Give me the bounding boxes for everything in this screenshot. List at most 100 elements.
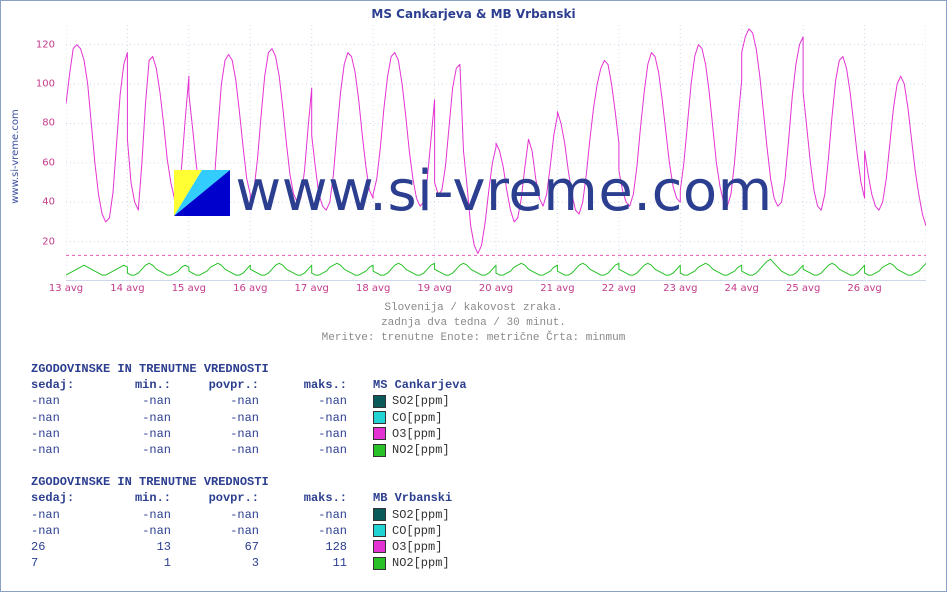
chart-subtitle-line: Slovenija / kakovost zraka. bbox=[1, 301, 946, 316]
color-swatch-icon bbox=[373, 444, 386, 457]
table-row: -nan-nan-nan-nanCO[ppm] bbox=[31, 523, 467, 539]
param-label: SO2[ppm] bbox=[392, 393, 450, 409]
station-table: ZGODOVINSKE IN TRENUTNE VREDNOSTIsedaj:m… bbox=[31, 474, 467, 571]
param-label: NO2[ppm] bbox=[392, 442, 450, 458]
table-header-row: sedaj:min.:povpr.:maks.:MB Vrbanski bbox=[31, 490, 467, 506]
table-cell: -nan bbox=[277, 442, 365, 458]
x-tick-label: 20 avg bbox=[479, 283, 513, 294]
table-row: 261367128 O3[ppm] bbox=[31, 539, 467, 555]
table-cell: -nan bbox=[277, 410, 365, 426]
table-cell: -nan bbox=[189, 523, 277, 539]
table-cell: 1 bbox=[101, 555, 189, 571]
x-tick-label: 18 avg bbox=[356, 283, 390, 294]
table-cell: -nan bbox=[101, 426, 189, 442]
table-cell: -nan bbox=[189, 442, 277, 458]
table-cell: -nan bbox=[277, 393, 365, 409]
x-tick-label: 25 avg bbox=[786, 283, 820, 294]
table-cell: 13 bbox=[101, 539, 189, 555]
table-header-row: sedaj:min.:povpr.:maks.:MS Cankarjeva bbox=[31, 377, 467, 393]
table-cell: -nan bbox=[277, 507, 365, 523]
y-tick-label: 20 bbox=[42, 236, 55, 247]
table-cell: -nan bbox=[101, 442, 189, 458]
x-ticks: 13 avg14 avg15 avg16 avg17 avg18 avg19 a… bbox=[66, 283, 926, 299]
x-tick-label: 14 avg bbox=[110, 283, 144, 294]
table-cell: -nan bbox=[101, 410, 189, 426]
table-row: -nan-nan-nan-nanSO2[ppm] bbox=[31, 507, 467, 523]
color-swatch-icon bbox=[373, 508, 386, 521]
table-cell: -nan bbox=[101, 393, 189, 409]
y-ticks: 20 40 60 80 100 120 bbox=[1, 25, 61, 281]
param-label: CO[ppm] bbox=[392, 410, 442, 426]
table-cell: -nan bbox=[101, 507, 189, 523]
table-cell: 26 bbox=[31, 539, 101, 555]
table-header-cell: maks.: bbox=[277, 377, 365, 393]
chart-subtitle-line: zadnja dva tedna / 30 minut. bbox=[1, 316, 946, 331]
x-tick-label: 21 avg bbox=[540, 283, 574, 294]
table-cell: 7 bbox=[31, 555, 101, 571]
param-label: SO2[ppm] bbox=[392, 507, 450, 523]
table-title: ZGODOVINSKE IN TRENUTNE VREDNOSTI bbox=[31, 474, 467, 490]
table-header-cell: povpr.: bbox=[189, 490, 277, 506]
color-swatch-icon bbox=[373, 411, 386, 424]
x-tick-label: 17 avg bbox=[295, 283, 329, 294]
table-cell: -nan bbox=[31, 442, 101, 458]
table-cell: -nan bbox=[31, 426, 101, 442]
table-cell: -nan bbox=[31, 393, 101, 409]
param-label: CO[ppm] bbox=[392, 523, 442, 539]
table-header-cell: min.: bbox=[101, 377, 189, 393]
y-tick-label: 120 bbox=[36, 39, 55, 50]
table-cell: 67 bbox=[189, 539, 277, 555]
param-label: O3[ppm] bbox=[392, 539, 442, 555]
x-tick-label: 16 avg bbox=[233, 283, 267, 294]
x-tick-label: 13 avg bbox=[49, 283, 83, 294]
y-tick-label: 80 bbox=[42, 118, 55, 129]
table-header-cell: sedaj: bbox=[31, 490, 101, 506]
table-cell: -nan bbox=[189, 507, 277, 523]
y-tick-label: 40 bbox=[42, 197, 55, 208]
chart-title: MS Cankarjeva & MB Vrbanski bbox=[1, 7, 946, 21]
table-cell: -nan bbox=[189, 410, 277, 426]
table-header-cell: min.: bbox=[101, 490, 189, 506]
chart-subtitle-line: Meritve: trenutne Enote: metrične Črta: … bbox=[1, 331, 946, 346]
station-name: MS Cankarjeva bbox=[365, 377, 467, 393]
chart-subtitles: Slovenija / kakovost zraka.zadnja dva te… bbox=[1, 301, 946, 346]
table-row: 71311 NO2[ppm] bbox=[31, 555, 467, 571]
color-swatch-icon bbox=[373, 524, 386, 537]
x-tick-label: 23 avg bbox=[663, 283, 697, 294]
table-row: -nan-nan-nan-nanNO2[ppm] bbox=[31, 442, 467, 458]
table-header-cell: povpr.: bbox=[189, 377, 277, 393]
table-cell: -nan bbox=[31, 523, 101, 539]
table-cell: -nan bbox=[277, 523, 365, 539]
table-row: -nan-nan-nan-nanCO[ppm] bbox=[31, 410, 467, 426]
color-swatch-icon bbox=[373, 540, 386, 553]
chart-plot bbox=[66, 25, 926, 281]
color-swatch-icon bbox=[373, 395, 386, 408]
table-cell: 11 bbox=[277, 555, 365, 571]
table-cell: -nan bbox=[189, 393, 277, 409]
chart-frame: www.si-vreme.com MS Cankarjeva & MB Vrba… bbox=[0, 0, 947, 592]
table-title: ZGODOVINSKE IN TRENUTNE VREDNOSTI bbox=[31, 361, 467, 377]
table-header-cell: sedaj: bbox=[31, 377, 101, 393]
table-row: -nan-nan-nan-nanO3[ppm] bbox=[31, 426, 467, 442]
table-cell: -nan bbox=[277, 426, 365, 442]
color-swatch-icon bbox=[373, 427, 386, 440]
y-tick-label: 60 bbox=[42, 157, 55, 168]
param-label: O3[ppm] bbox=[392, 426, 442, 442]
table-cell: 128 bbox=[277, 539, 365, 555]
station-name: MB Vrbanski bbox=[365, 490, 452, 506]
station-table: ZGODOVINSKE IN TRENUTNE VREDNOSTIsedaj:m… bbox=[31, 361, 467, 458]
x-tick-label: 19 avg bbox=[417, 283, 451, 294]
table-cell: -nan bbox=[31, 507, 101, 523]
color-swatch-icon bbox=[373, 557, 386, 570]
x-tick-label: 24 avg bbox=[725, 283, 759, 294]
table-cell: -nan bbox=[31, 410, 101, 426]
table-cell: 3 bbox=[189, 555, 277, 571]
x-tick-label: 26 avg bbox=[847, 283, 881, 294]
x-tick-label: 22 avg bbox=[602, 283, 636, 294]
param-label: NO2[ppm] bbox=[392, 555, 450, 571]
x-tick-label: 15 avg bbox=[172, 283, 206, 294]
table-row: -nan-nan-nan-nanSO2[ppm] bbox=[31, 393, 467, 409]
data-tables: ZGODOVINSKE IN TRENUTNE VREDNOSTIsedaj:m… bbox=[31, 361, 467, 587]
table-cell: -nan bbox=[101, 523, 189, 539]
y-tick-label: 100 bbox=[36, 79, 55, 90]
